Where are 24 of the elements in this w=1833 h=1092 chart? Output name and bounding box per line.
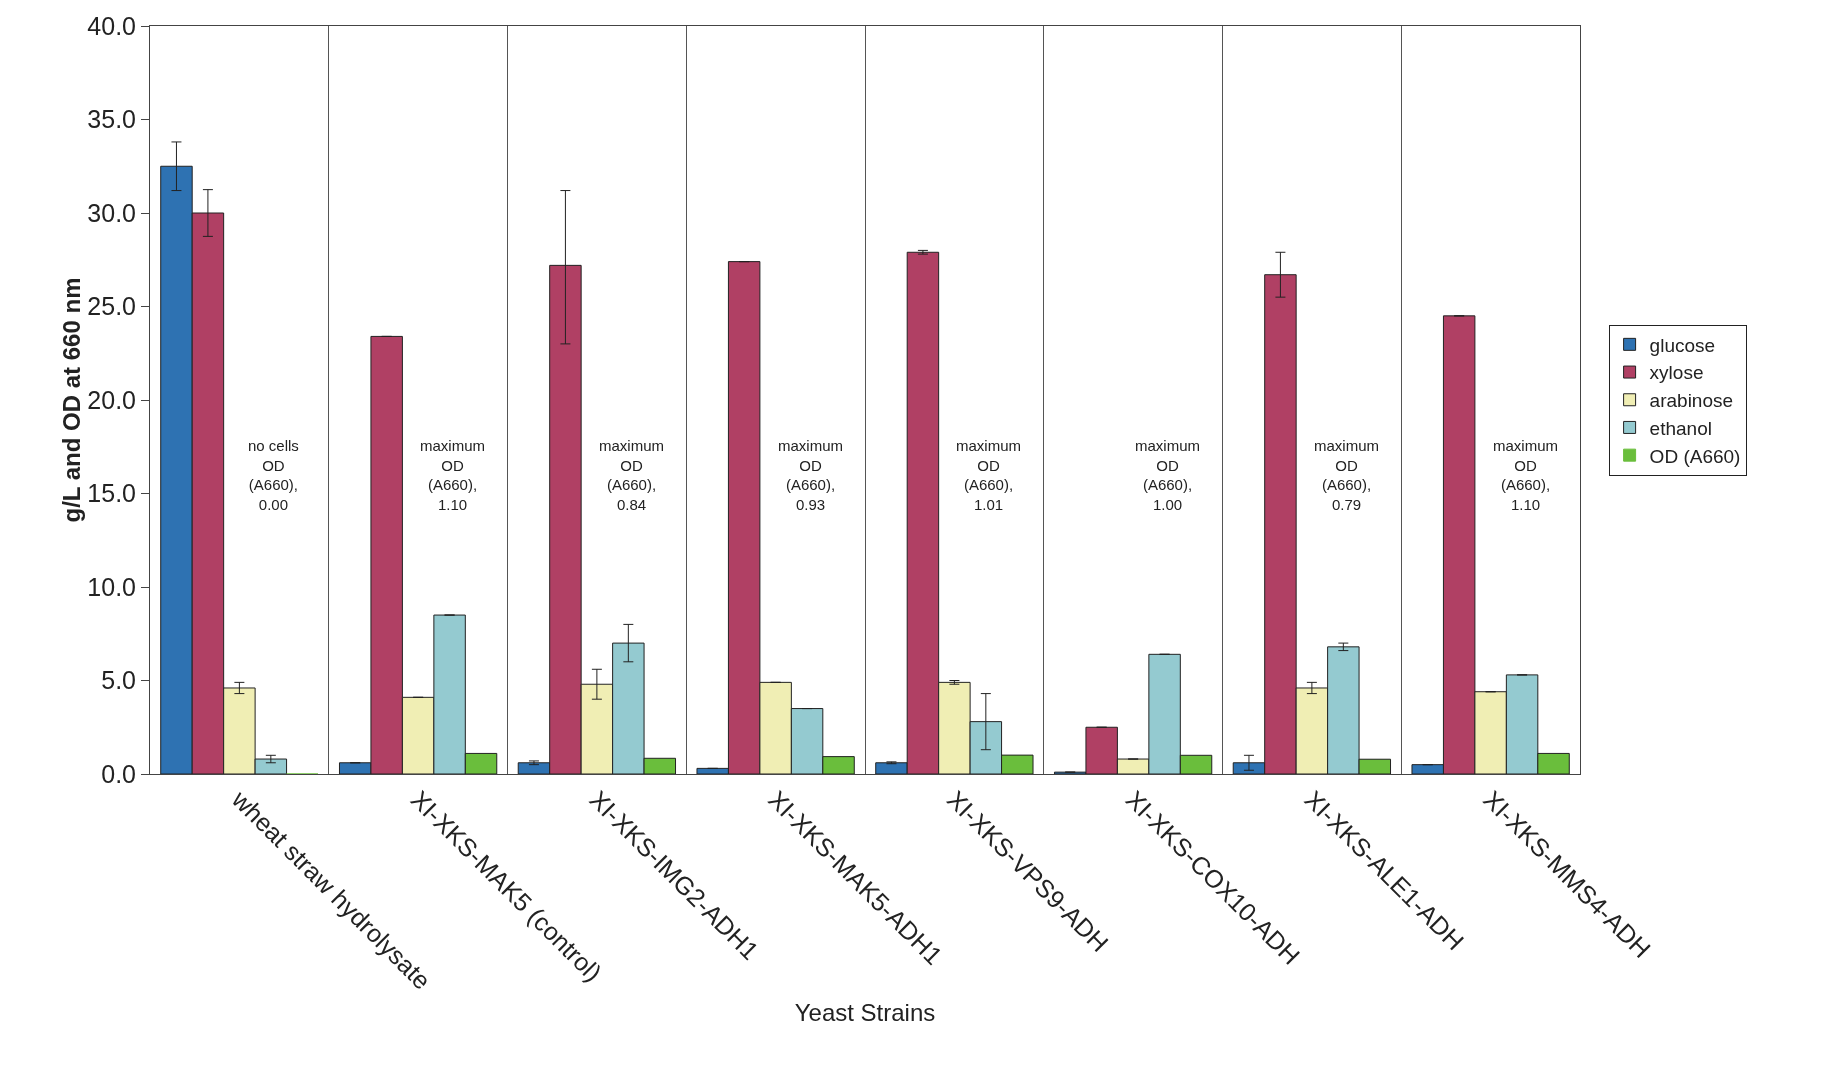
legend-label: OD (A660) — [1649, 445, 1741, 467]
annotation: maximum OD (A660), 1.01 — [956, 437, 1022, 513]
y-tick-label: 25.0 — [87, 292, 136, 321]
legend-label: ethanol — [1649, 417, 1712, 439]
y-tick-label: 0.0 — [101, 759, 136, 788]
annotation: maximum OD (A660), 0.79 — [1314, 437, 1380, 513]
annotation: maximum OD (A660), 0.93 — [778, 437, 844, 513]
y-tick-label: 5.0 — [101, 666, 136, 695]
annotation: maximum OD (A660), 1.10 — [420, 437, 486, 513]
x-axis-title: Yeast Strains — [794, 998, 936, 1026]
y-tick-label: 30.0 — [87, 198, 136, 227]
y-axis-title: g/L and OD at 660 nm — [58, 277, 86, 523]
y-tick-label: 40.0 — [87, 11, 136, 40]
y-tick-label: 10.0 — [87, 572, 136, 601]
annotation: maximum OD (A660), 0.84 — [599, 437, 665, 513]
legend-label: glucose — [1649, 334, 1716, 356]
y-tick-label: 35.0 — [87, 105, 136, 134]
y-tick-label: 20.0 — [87, 385, 136, 414]
annotation: maximum OD (A660), 1.10 — [1493, 437, 1559, 513]
legend-label: arabinose — [1649, 390, 1734, 412]
y-tick-label: 15.0 — [87, 479, 136, 508]
legend-label: xylose — [1649, 362, 1704, 384]
annotation: no cells OD (A660), 0.00 — [248, 437, 299, 513]
annotation: maximum OD (A660), 1.00 — [1135, 437, 1201, 513]
